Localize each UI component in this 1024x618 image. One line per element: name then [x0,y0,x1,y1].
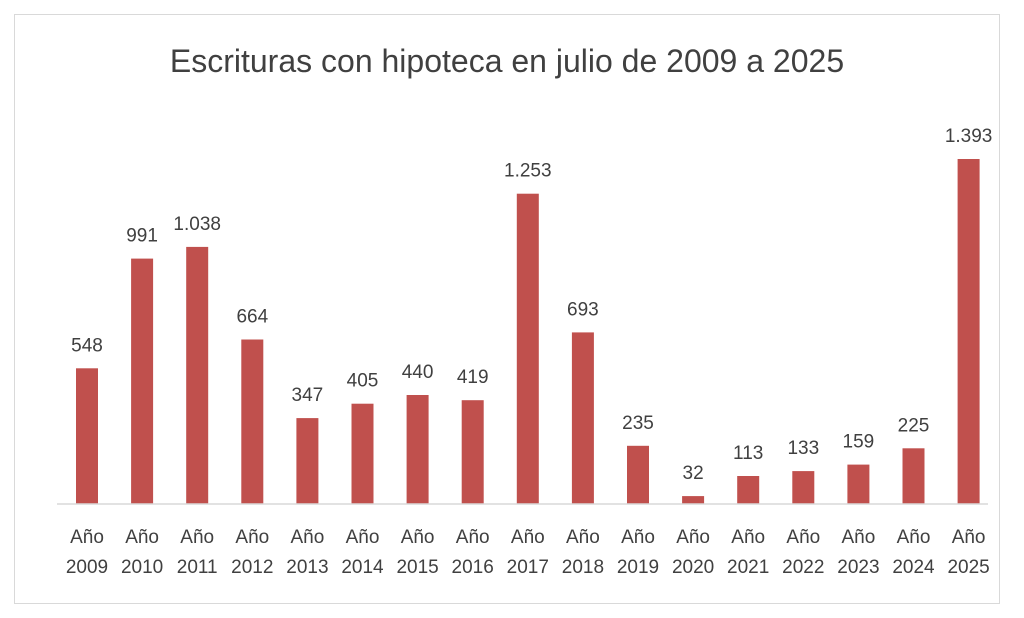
bar-2016 [461,400,484,504]
x-tick-label-2013: Año 2013 [286,527,328,578]
bar-2020 [682,496,705,504]
bar-2009 [76,368,98,504]
x-tick-label-2020: Año 2020 [672,527,714,578]
x-tick-label-2024: Año 2024 [892,527,935,578]
bar-2024 [902,448,925,504]
x-tick-label-2018: Año 2018 [562,527,604,578]
data-label-2017: 1.253 [504,161,552,182]
x-tick-label-2016: Año 2016 [452,527,494,578]
data-label-2015: 440 [402,362,434,383]
data-label-2012: 664 [236,307,268,328]
x-tick-label-2012: Año 2012 [231,527,273,578]
x-tick-label-2009: Año 2009 [66,527,108,578]
data-label-2016: 419 [457,367,489,388]
data-label-2009: 548 [71,335,103,356]
data-label-2014: 405 [347,371,379,392]
data-label-2025: 1.393 [945,126,993,147]
x-tick-label-2023: Año 2023 [837,527,879,578]
data-label-2010: 991 [126,226,158,247]
bars-layer [76,159,980,504]
x-tick-label-2010: Año 2010 [121,527,163,578]
chart-frame [14,14,1000,604]
x-tick-label-2015: Año 2015 [396,527,438,578]
data-label-2018: 693 [567,299,599,320]
data-label-2011: 1.038 [173,214,221,235]
bar-2022 [792,471,815,504]
bar-2023 [847,464,870,504]
x-tick-label-2022: Año 2022 [782,527,824,578]
bar-2019 [627,445,649,504]
data-label-2013: 347 [292,385,324,406]
x-tick-label-2019: Año 2019 [617,527,659,578]
data-label-2021: 113 [733,443,763,464]
bar-2013 [296,418,319,504]
x-tick-label-2017: Año 2017 [507,527,549,578]
bar-2015 [406,395,429,504]
data-labels-layer: 548 991 1.038 664 347 405 440 419 1.253 693 235 32 1… [71,126,992,484]
x-tick-label-2014: Año 2014 [341,527,384,578]
bar-2010 [131,258,154,504]
bar-2011 [186,246,209,504]
data-label-2022: 133 [787,438,819,459]
bar-2014 [351,403,374,504]
bar-2025 [957,159,980,504]
data-label-2023: 159 [843,432,875,453]
x-tick-label-2011: Año 2011 [177,527,218,578]
data-label-2024: 225 [898,415,930,436]
x-tick-label-2025: Año 2025 [947,527,989,578]
data-label-2020: 32 [683,463,704,484]
x-tick-labels-layer: Año 2009 Año 2010 Año 2011 Año 2012 Año 2013 Año 20… [66,527,990,578]
x-tick-label-2021: Año 2021 [727,527,769,578]
bar-2021 [737,476,760,504]
bar-2018 [571,332,594,504]
bar-2017 [516,193,539,504]
bar-2012 [241,339,264,504]
chart-title: Escrituras con hipoteca en julio de 2009… [170,43,844,79]
data-label-2019: 235 [622,413,654,434]
